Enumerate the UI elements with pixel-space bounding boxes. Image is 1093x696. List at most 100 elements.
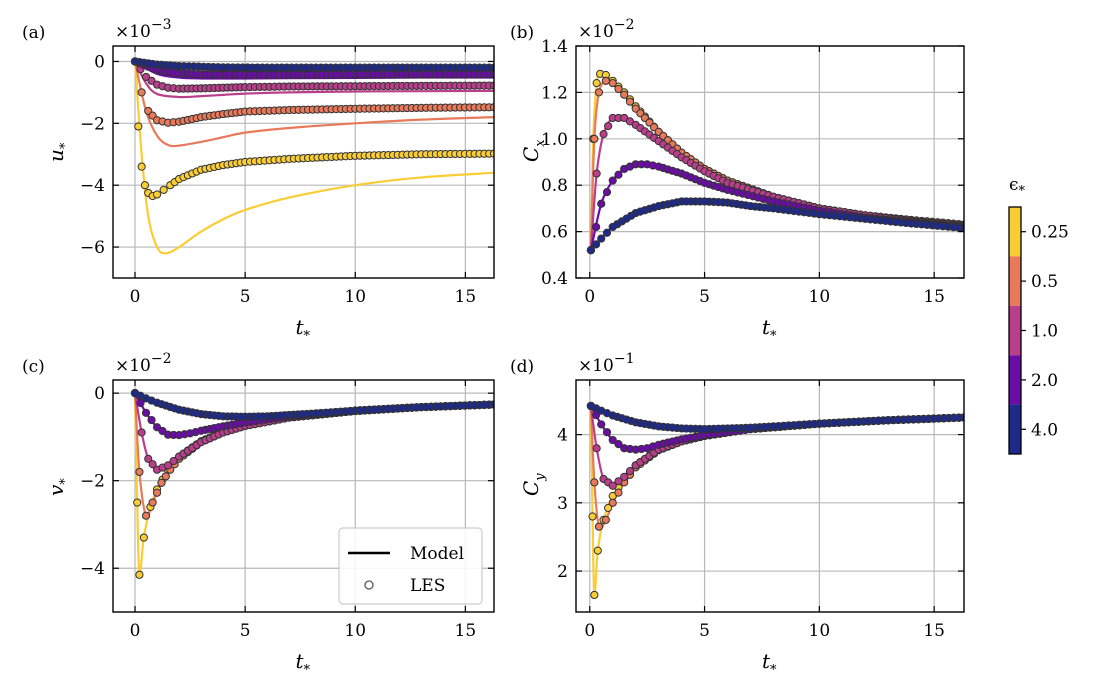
axis-multiplier-base: ×10 (115, 22, 151, 42)
les-point-eps-0.25 (133, 498, 142, 507)
les-point-eps-2.0 (591, 222, 601, 232)
les-point-eps-0.25 (134, 122, 143, 131)
y-axis-label: Cy (519, 473, 548, 496)
y-axis-label-sub: x (533, 139, 548, 147)
les-point-eps-0.25 (152, 190, 162, 199)
y-axis-label-base: C (519, 147, 543, 162)
y-axis-label-sub: y (533, 473, 548, 482)
axes-frame (575, 379, 965, 613)
y-tick-label: 0.4 (541, 269, 568, 289)
y-axis-label: Cx (519, 139, 548, 162)
axis-multiplier-base: ×10 (578, 22, 614, 42)
ticks: 0 5 10 15 2 3 4 (557, 380, 964, 641)
panels: 0 5 10 150−2−4−6(a) ×10−3t*u*0 5 10 150.40.60.8… (22, 17, 965, 678)
les-point-eps-0.25 (137, 162, 146, 171)
x-axis-label-sub: * (770, 663, 777, 678)
axis-multiplier-exp: −1 (614, 351, 635, 367)
colorbar-tick-label: 0.5 (1031, 272, 1058, 292)
les-point-eps-0.5 (601, 76, 610, 85)
x-tick-label: 0 (130, 621, 141, 641)
x-axis-label: t* (296, 315, 311, 344)
x-axis-label-sub: * (304, 329, 311, 344)
les-point-eps-1.0 (163, 461, 173, 470)
les-point-eps-2.0 (147, 415, 156, 425)
les-point-eps-4.0 (959, 413, 964, 422)
y-axis-label-sub: * (58, 478, 73, 485)
les-point-eps-2.0 (597, 199, 606, 208)
les-point-eps-0.5 (152, 488, 162, 497)
les-point-eps-1.0 (614, 477, 623, 486)
axis-multiplier-base: ×10 (115, 356, 151, 376)
x-tick-label: 10 (809, 621, 831, 641)
les-point-eps-1.0 (604, 121, 613, 131)
legend-les-marker (364, 580, 374, 590)
les-point-eps-1.0 (592, 444, 601, 453)
colorbar-segments (1008, 206, 1022, 455)
y-tick-label: 0.6 (541, 223, 568, 243)
axis-multiplier: ×10−3 (115, 17, 172, 42)
les-point-eps-0.5 (148, 498, 157, 507)
colorbar-tick-label: 1.0 (1031, 322, 1058, 342)
x-axis-label-base: t (296, 649, 305, 673)
colorbar-segment-0.25 (1009, 207, 1021, 257)
les-point-eps-1.0 (608, 481, 617, 490)
les-point-eps-1.0 (625, 466, 635, 476)
colorbar-segment-1.0 (1009, 305, 1021, 356)
les-point-eps-0.5 (601, 515, 610, 524)
y-axis-label-base: C (519, 481, 543, 496)
axis-multiplier: ×10−1 (578, 351, 635, 376)
y-tick-label: −6 (80, 238, 105, 258)
les-point-eps-4.0 (959, 224, 964, 233)
les-point-eps-1.0 (141, 72, 151, 82)
y-tick-label: 1.0 (541, 130, 568, 150)
les-point-eps-0.5 (614, 488, 623, 497)
plot-area (130, 57, 494, 255)
y-tick-label: 4 (557, 426, 568, 446)
x-tick-label: 0 (584, 621, 595, 641)
y-axis-label-base: v (44, 484, 68, 496)
y-axis-label: v* (44, 478, 73, 496)
x-axis-label-sub: * (304, 663, 311, 678)
panel-label: (a) (22, 23, 45, 43)
les-point-eps-0.5 (157, 478, 166, 487)
x-axis-label-base: t (762, 649, 771, 673)
x-axis-label: t* (296, 649, 311, 678)
les-point-eps-2.0 (608, 176, 617, 185)
les-point-eps-1.0 (599, 130, 608, 139)
les-point-eps-0.5 (137, 88, 146, 97)
plot-area (130, 389, 494, 579)
axis-multiplier-exp: −2 (614, 17, 635, 33)
axes-frame (575, 45, 965, 279)
les-point-eps-1.0 (137, 428, 146, 437)
les-point-eps-4.0 (586, 246, 596, 255)
les-point-eps-0.5 (620, 90, 629, 99)
les-point-eps-0.5 (594, 88, 604, 97)
les-point-eps-1.0 (592, 169, 601, 178)
les-point-eps-0.5 (590, 478, 599, 487)
les-point-eps-2.0 (602, 428, 612, 437)
les-point-eps-1.0 (144, 454, 153, 463)
axis-multiplier-exp: −2 (151, 351, 172, 367)
colorbar-tick-label: 4.0 (1031, 420, 1058, 440)
les-point-eps-1.0 (620, 472, 629, 481)
x-tick-label: 10 (809, 287, 831, 307)
plot-area (586, 69, 964, 255)
les-point-eps-4.0 (591, 240, 601, 249)
colorbar: ϵ* 0.25 0.5 1.0 2.0 4.0 (1008, 175, 1069, 455)
x-tick-label: 10 (344, 287, 366, 307)
x-tick-label: 15 (923, 287, 945, 307)
colorbar-ticks: 0.25 0.5 1.0 2.0 4.0 (1021, 223, 1069, 440)
colorbar-tick-label: 0.25 (1031, 223, 1069, 243)
les-point-eps-0.25 (588, 512, 597, 521)
panel-d: 0 5 10 15 2 3 4 (d) ×10−1 t* Cy (510, 351, 965, 678)
les-point-eps-2.0 (158, 426, 167, 436)
panel-label: (d) (510, 357, 534, 377)
les-point-eps-0.5 (608, 79, 617, 88)
y-tick-label: 2 (557, 562, 568, 582)
model-line-eps-0.5 (133, 61, 494, 148)
axis-multiplier: ×10−2 (115, 351, 172, 376)
plot-area (586, 401, 964, 600)
les-point-eps-0.5 (161, 472, 170, 481)
x-tick-label: 15 (923, 621, 945, 641)
